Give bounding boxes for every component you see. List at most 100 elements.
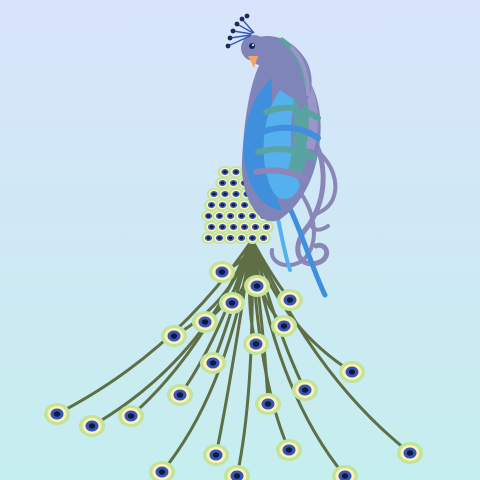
feather-eye-core [231, 225, 236, 229]
feather-eye [79, 415, 105, 437]
feather-eye [212, 209, 227, 223]
feather-eye [219, 292, 245, 314]
feather-eye-core [301, 387, 309, 393]
feather-eye [237, 198, 252, 212]
feather-eye-core [218, 269, 226, 275]
feather-eye-core [234, 192, 238, 196]
feather-eye-core [206, 214, 211, 218]
feather-eye [271, 315, 297, 337]
feather-eye [244, 275, 270, 297]
body-band [259, 124, 321, 141]
feather-eye [339, 361, 365, 383]
feather-eye-core [217, 214, 222, 218]
neck-stripe [290, 46, 310, 96]
feather-stem [250, 238, 412, 455]
feather-eye-core [220, 181, 225, 185]
feather-eye [209, 261, 235, 283]
feather-eye [149, 461, 175, 480]
feather-eye-core [253, 283, 261, 289]
feather-eye-core [212, 452, 220, 458]
feather-stem [250, 238, 291, 452]
feather-eye [167, 384, 193, 406]
feather-eye-core [285, 447, 293, 453]
feather-eye-core [228, 236, 233, 240]
peacock-body [225, 13, 338, 298]
feather-eye-core [233, 473, 241, 479]
crest-tips [225, 13, 250, 49]
feather-eye [223, 231, 238, 245]
feather-eye-core [252, 341, 260, 347]
feather-eye [192, 311, 218, 333]
feather-eye [226, 176, 241, 190]
feather-eye [234, 231, 249, 245]
peacock-beak [248, 56, 258, 68]
feather-eye-core [88, 423, 96, 429]
feather-eye-core [239, 214, 244, 218]
feather-eye-core [286, 297, 294, 303]
feather-eye-core [228, 214, 233, 218]
feather-eye [245, 231, 260, 245]
peacock-crest [227, 18, 255, 47]
feather-eye-core [201, 319, 209, 325]
feather-eye [226, 198, 241, 212]
feather-eye-core [264, 225, 269, 229]
feather-eye-core [220, 225, 225, 229]
feather-eye [44, 403, 70, 425]
feather-eye [277, 289, 303, 311]
feather-eye [332, 465, 358, 480]
feather-eye [200, 352, 226, 374]
feather-eye [243, 333, 269, 355]
peacock-eye [249, 43, 255, 49]
feather-eye-core [223, 170, 227, 174]
feather-eye-core [209, 225, 214, 229]
feather-eye-core [242, 225, 247, 229]
feather-eye-core [253, 225, 258, 229]
wing-blue [243, 78, 282, 210]
feather-eye-core [127, 413, 135, 419]
feather-eye-core [231, 203, 236, 207]
feather-eye-core [53, 411, 61, 417]
feather-eye-core [209, 203, 214, 207]
feather-eye [397, 442, 423, 464]
feather-eye [292, 379, 318, 401]
feather-eye-core [228, 300, 236, 306]
feather-eye-core [250, 236, 255, 240]
feather-eye [255, 393, 281, 415]
feather-eye-core [158, 469, 166, 475]
feather-eye [217, 187, 233, 201]
feather-eye [226, 220, 241, 234]
eye-highlight [252, 44, 254, 46]
feather-eye [201, 209, 216, 223]
feather-eye [234, 209, 249, 223]
feather-eye-core [348, 369, 356, 375]
feather-eye [206, 187, 222, 201]
feather-eye [204, 220, 219, 234]
body-curl [295, 117, 330, 267]
feather-eye-core [170, 333, 178, 339]
feather-eye [217, 165, 233, 179]
feather-eye-core [209, 360, 217, 366]
feather-eye-core [250, 214, 255, 218]
body-curl [269, 178, 316, 268]
feather-eye [215, 220, 230, 234]
feather-eye-core [406, 450, 414, 456]
feather-eye-core [234, 170, 238, 174]
feather-eye [223, 209, 238, 223]
feather-eye [228, 187, 244, 201]
feather-eye-core [239, 236, 244, 240]
feather-eye-core [341, 473, 349, 479]
feather-eye [248, 220, 263, 234]
feather-eye [256, 231, 271, 245]
feather-eye-core [280, 323, 288, 329]
feather-eye-core [176, 392, 184, 398]
feather-eye [245, 209, 260, 223]
body-band [253, 167, 309, 183]
feather-eye [203, 444, 229, 466]
feather-eye [204, 198, 219, 212]
feather-eye-core [223, 192, 227, 196]
feather-eye-core [231, 181, 236, 185]
feather-eye [228, 165, 244, 179]
feather-eye-core [264, 401, 272, 407]
feather-eye [161, 325, 187, 347]
